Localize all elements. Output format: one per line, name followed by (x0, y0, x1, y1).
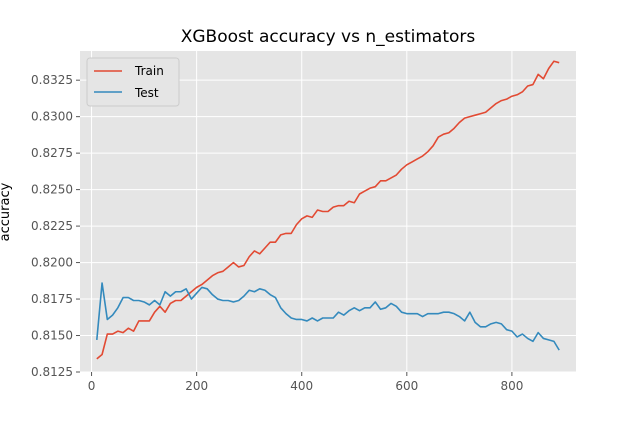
y-tick-label: 0.8125 (31, 365, 73, 379)
legend-label-train: Train (134, 64, 164, 78)
x-axis-ticks: 0 200 400 600 800 (88, 372, 523, 393)
y-tick-label: 0.8300 (31, 110, 73, 124)
x-tick-label: 0 (88, 379, 96, 393)
y-tick-label: 0.8175 (31, 292, 73, 306)
series-lines (96, 60, 560, 360)
series-line-train (96, 60, 560, 360)
legend-label-test: Test (134, 86, 159, 100)
y-tick-label: 0.8275 (31, 146, 73, 160)
y-tick-label: 0.8225 (31, 219, 73, 233)
x-tick-label: 800 (500, 379, 523, 393)
y-axis-label: accuracy (0, 182, 13, 241)
y-tick-label: 0.8250 (31, 183, 73, 197)
y-axis-ticks: 0.8125 0.8150 0.8175 0.8200 0.8225 0.8250 0.82… (31, 73, 80, 379)
x-tick-label: 600 (395, 379, 418, 393)
x-tick-label: 400 (290, 379, 313, 393)
y-tick-label: 0.8200 (31, 256, 73, 270)
chart-title: XGBoost accuracy vs n_estimators (181, 27, 476, 47)
y-tick-label: 0.8150 (31, 329, 73, 343)
legend: Train Test (86, 57, 180, 107)
series-line-test (96, 282, 560, 351)
legend-box (86, 57, 180, 107)
y-tick-label: 0.8325 (31, 73, 73, 87)
x-tick-label: 200 (185, 379, 208, 393)
